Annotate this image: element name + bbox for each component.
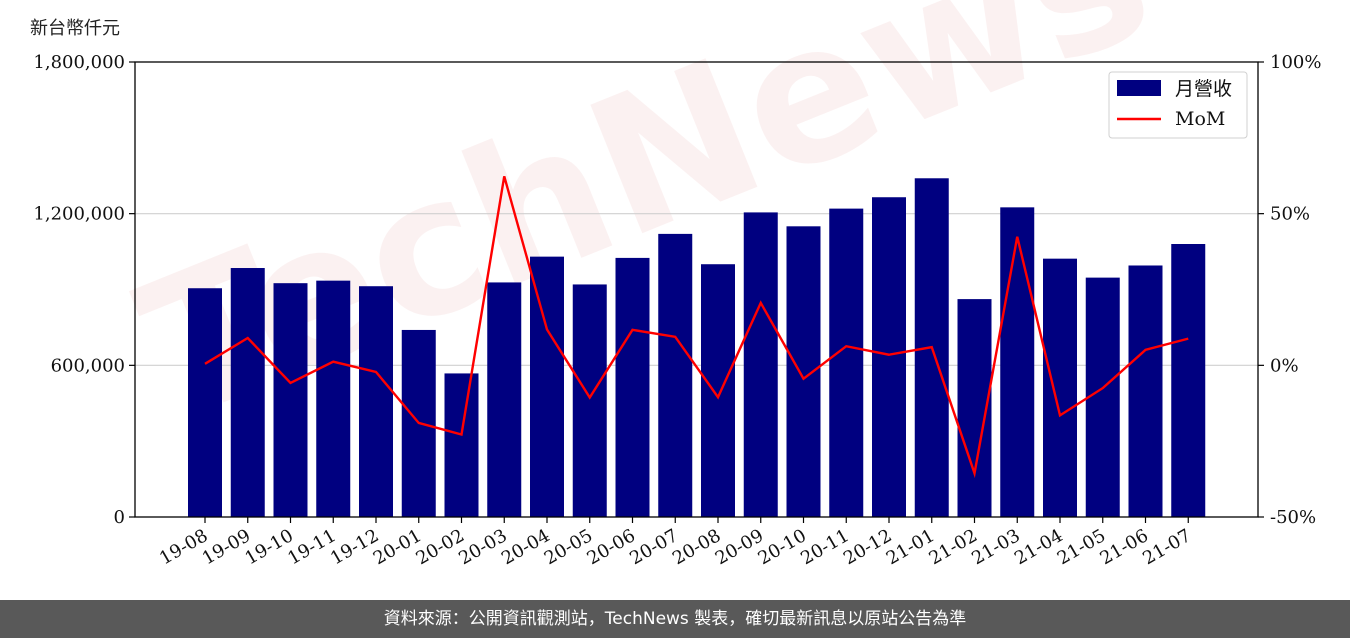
mom-line-series (204, 176, 1189, 479)
source-footer: 資料來源：公開資訊觀測站，TechNews 製表，確切最新訊息以原站公告為準 (0, 600, 1350, 638)
revenue-chart: TechNews 0600,0001,200,0001,800,000-50%0… (33, 0, 1321, 569)
x-tick-label: 21-04 (1011, 525, 1066, 569)
legend: 月營收 MoM (1108, 71, 1248, 139)
bar (743, 212, 778, 517)
bar (1128, 265, 1163, 517)
x-tick-label: 21-02 (926, 525, 981, 569)
y-right-tick-label: 0% (1270, 355, 1299, 376)
x-tick-label: 21-07 (1139, 525, 1194, 569)
x-tick-label: 21-03 (968, 525, 1023, 569)
bar (487, 282, 522, 517)
x-tick-label: 21-06 (1097, 525, 1152, 569)
x-tick-label: 20-03 (455, 525, 510, 569)
bar (230, 268, 265, 517)
x-tick-label: 20-11 (797, 525, 852, 569)
bar (444, 373, 479, 517)
y-left-tick-label: 1,200,000 (33, 204, 125, 225)
bar (530, 256, 564, 517)
y-left-tick-label: 1,800,000 (33, 52, 125, 73)
legend-label-revenue: 月營收 (1175, 78, 1232, 100)
x-tick-label: 20-08 (669, 525, 724, 569)
legend-bar-swatch (1117, 80, 1161, 96)
y-right-tick-label: 100% (1270, 52, 1321, 73)
chart-area: TechNews 0 600,000 1,200,000 1,800,000 -50% 0… (33, 0, 1321, 569)
bar (1043, 258, 1077, 517)
x-tick-label: 20-05 (541, 525, 596, 569)
bar (1000, 207, 1035, 517)
bar (786, 226, 821, 518)
bar (1171, 244, 1206, 517)
bar (1085, 277, 1120, 517)
bar (701, 264, 735, 517)
x-tick-label: 19-09 (199, 525, 254, 569)
x-tick-label: 20-07 (626, 525, 681, 569)
bar (273, 283, 308, 517)
bar (188, 288, 222, 517)
x-tick-label: 20-10 (755, 525, 810, 569)
y-right-tick-label: 50% (1270, 204, 1310, 225)
mom-line (204, 176, 1189, 479)
legend-label-mom: MoM (1175, 108, 1225, 130)
x-tick-label: 19-08 (156, 525, 211, 569)
x-tick-label: 19-11 (284, 525, 339, 569)
bar (658, 233, 693, 517)
x-tick-label: 20-04 (498, 525, 553, 569)
x-tick-label: 20-01 (370, 525, 425, 569)
bar-series (188, 178, 1206, 518)
bar (316, 280, 351, 517)
x-tick-label: 19-12 (327, 525, 382, 569)
x-tick-label: 21-05 (1054, 525, 1109, 569)
x-tick-label: 19-10 (242, 525, 297, 569)
bar (359, 286, 393, 517)
bar (872, 197, 906, 517)
x-tick-label: 21-01 (883, 525, 938, 569)
bar (829, 208, 864, 517)
y-axis-unit-label: 新台幣仟元 (30, 18, 120, 39)
x-tick-label: 20-06 (584, 525, 639, 569)
x-tick-label: 20-09 (712, 525, 767, 569)
y-left-tick-label: 0 (114, 507, 125, 528)
plot-frame (134, 61, 1259, 518)
bar (615, 257, 650, 517)
y-left-tick-label: 600,000 (51, 355, 125, 376)
y-right-tick-label: -50% (1270, 507, 1316, 528)
x-tick-label: 20-02 (413, 525, 468, 569)
bar (572, 284, 607, 517)
x-tick-label: 20-12 (840, 525, 895, 569)
